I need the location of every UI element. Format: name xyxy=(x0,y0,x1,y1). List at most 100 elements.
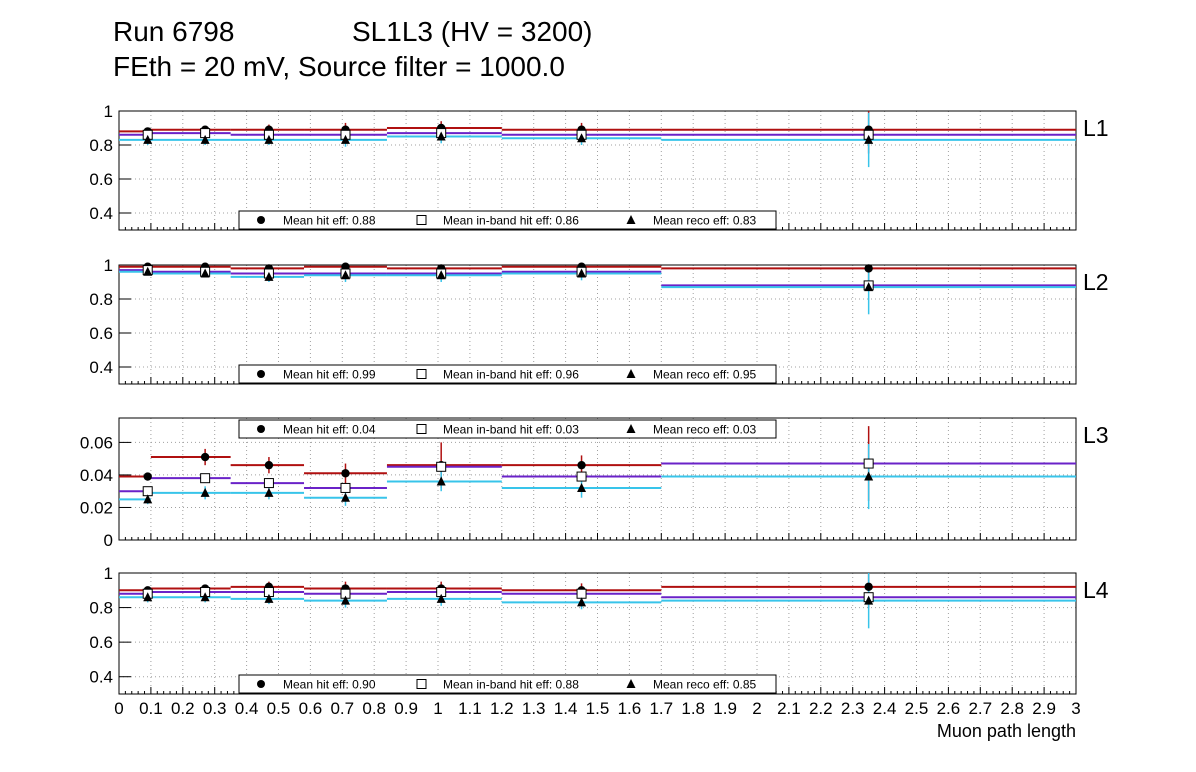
x-tick-label: 1.5 xyxy=(586,699,610,718)
panel-label-l1: L1 xyxy=(1083,115,1109,141)
x-tick-label: 2 xyxy=(752,699,761,718)
y-tick-label: 0.8 xyxy=(89,290,113,309)
legend-reco-marker xyxy=(626,215,636,224)
legend-inband-marker xyxy=(416,369,427,379)
x-tick-label: 2.3 xyxy=(841,699,865,718)
x-tick-label: 0 xyxy=(114,699,123,718)
y-tick-label: 0.02 xyxy=(80,498,113,517)
panel-l3: 0 0.02 0.04 0.06 Mean hit eff: 0.04 Mean in-b… xyxy=(80,417,1109,550)
y-tick-label: 0.6 xyxy=(89,170,113,189)
legend-hit-label: Mean hit eff: 0.04 xyxy=(283,423,376,437)
x-tick-label: 3 xyxy=(1071,699,1080,718)
reco-eff-point xyxy=(436,593,446,603)
x-tick-label: 1.6 xyxy=(618,699,642,718)
inband-eff-point xyxy=(576,588,587,599)
y-tick-label: 1 xyxy=(104,564,113,583)
reco-eff-point xyxy=(864,471,874,481)
x-tick-label: 2.2 xyxy=(809,699,833,718)
y-tick-label: 0.04 xyxy=(80,466,113,485)
legend-inband-label: Mean in-band hit eff: 0.88 xyxy=(443,678,579,692)
x-tick-label: 1.8 xyxy=(681,699,705,718)
legend-hit-label: Mean hit eff: 0.88 xyxy=(283,214,376,228)
reco-eff-point xyxy=(340,134,350,144)
reco-eff-point xyxy=(436,476,446,486)
hit-eff-point xyxy=(200,452,210,462)
x-tick-label: 1.4 xyxy=(554,699,578,718)
legend-inband-label: Mean in-band hit eff: 0.03 xyxy=(443,423,579,437)
reco-eff-point xyxy=(577,133,587,143)
legend-reco-marker xyxy=(626,679,636,688)
legend-inband-marker xyxy=(416,424,427,434)
y-tick-label: 1 xyxy=(104,256,113,275)
inband-eff-point xyxy=(863,458,874,469)
y-tick-label: 0.4 xyxy=(89,668,113,687)
hit-eff-point xyxy=(143,472,152,481)
legend: Mean hit eff: 0.88 Mean in-band hit eff: … xyxy=(238,210,777,230)
reco-eff-point xyxy=(577,597,587,607)
hit-eff-point xyxy=(864,582,873,592)
reco-eff-point xyxy=(340,492,350,502)
x-tick-label: 0.5 xyxy=(267,699,291,718)
legend-reco-marker xyxy=(626,369,636,378)
x-tick-label: 0.2 xyxy=(171,699,195,718)
y-tick-label: 0.4 xyxy=(89,358,113,377)
x-tick-label: 2.4 xyxy=(873,699,897,718)
inband-eff-point xyxy=(263,478,274,489)
legend-reco-label: Mean reco eff: 0.83 xyxy=(653,214,757,228)
panel-l1: 0.4 0.6 0.8 1 Mean hit eff: 0.88 Mean in-band… xyxy=(89,102,1109,231)
reco-eff-point xyxy=(200,487,210,497)
legend-hit-label: Mean hit eff: 0.90 xyxy=(283,678,376,692)
reco-eff-point xyxy=(143,592,153,602)
legend-hit-marker xyxy=(257,216,265,224)
x-tick-label: 1.9 xyxy=(713,699,737,718)
legend-inband-label: Mean in-band hit eff: 0.86 xyxy=(443,214,579,228)
reco-eff-point xyxy=(143,494,153,504)
x-tick-label: 0.4 xyxy=(235,699,259,718)
legend-reco-marker xyxy=(626,424,636,433)
x-tick-label: 1.2 xyxy=(490,699,514,718)
y-tick-label: 0.8 xyxy=(89,599,113,618)
legend-frame xyxy=(238,674,777,694)
legend-inband-label: Mean in-band hit eff: 0.96 xyxy=(443,368,579,382)
reco-eff-point xyxy=(143,134,153,144)
layer-title: SL1L3 (HV = 3200) xyxy=(352,16,593,47)
x-axis-label: Muon path length xyxy=(937,721,1076,741)
legend-inband-marker xyxy=(416,215,427,225)
panel-l4: 0.4 0.6 0.8 1 Mean hit eff: 0.90 Mean in-band… xyxy=(89,564,1109,695)
hit-eff-point xyxy=(341,469,350,478)
reco-eff-point xyxy=(264,134,274,144)
legend-frame xyxy=(238,210,777,230)
y-tick-label: 0 xyxy=(104,531,113,550)
x-tick-label: 0.6 xyxy=(299,699,323,718)
legend-hit-label: Mean hit eff: 0.99 xyxy=(283,368,376,382)
x-tick-label: 2.6 xyxy=(937,699,961,718)
reco-eff-point xyxy=(436,270,446,280)
inband-eff-point xyxy=(576,471,587,482)
x-tick-label: 0.1 xyxy=(139,699,163,718)
legend: Mean hit eff: 0.90 Mean in-band hit eff: … xyxy=(238,674,777,694)
reco-eff-point xyxy=(864,595,874,605)
reco-eff-point xyxy=(200,592,210,602)
panel-label-l4: L4 xyxy=(1083,577,1109,603)
x-tick-label: 1.7 xyxy=(649,699,673,718)
reco-eff-point xyxy=(436,131,446,141)
reco-eff-point xyxy=(264,593,274,603)
hit-eff-point xyxy=(577,460,586,470)
legend-frame xyxy=(238,364,777,384)
run-title: Run 6798 xyxy=(113,16,235,47)
x-tick-label: 0.8 xyxy=(362,699,386,718)
x-tick-label: 2.1 xyxy=(777,699,801,718)
legend: Mean hit eff: 0.99 Mean in-band hit eff: … xyxy=(238,364,777,384)
inband-eff-point xyxy=(340,482,351,493)
y-tick-label: 0.4 xyxy=(89,204,113,223)
panel-label-l3: L3 xyxy=(1083,422,1109,448)
reco-eff-point xyxy=(864,282,874,292)
reco-eff-point xyxy=(200,268,210,278)
x-tick-label: 2.8 xyxy=(1000,699,1024,718)
legend-reco-label: Mean reco eff: 0.95 xyxy=(653,368,757,382)
legend-hit-marker xyxy=(257,370,265,378)
panel-l2: 0.4 0.6 0.8 1 Mean hit eff: 0.99 Mean in-band… xyxy=(89,256,1109,385)
legend-reco-label: Mean reco eff: 0.85 xyxy=(653,678,757,692)
reco-eff-point xyxy=(340,595,350,605)
x-tick-label: 2.5 xyxy=(905,699,929,718)
